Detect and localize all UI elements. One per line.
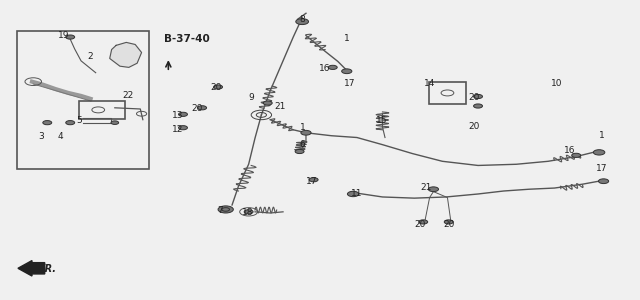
Text: 20: 20 xyxy=(414,220,426,230)
Text: FR.: FR. xyxy=(38,264,56,274)
Text: 8: 8 xyxy=(300,15,305,24)
Text: 15: 15 xyxy=(376,116,388,125)
Bar xyxy=(429,82,466,103)
Circle shape xyxy=(66,121,75,125)
Text: 19: 19 xyxy=(58,31,69,40)
Text: 20: 20 xyxy=(191,104,203,113)
Circle shape xyxy=(419,220,428,224)
Text: 20: 20 xyxy=(468,122,480,131)
Circle shape xyxy=(198,106,207,110)
Text: 1: 1 xyxy=(300,123,305,132)
Text: 17: 17 xyxy=(306,177,317,186)
Circle shape xyxy=(218,206,234,213)
Polygon shape xyxy=(109,42,141,68)
Text: 6: 6 xyxy=(300,140,305,148)
Text: 21: 21 xyxy=(420,183,432,192)
Circle shape xyxy=(428,187,438,192)
Circle shape xyxy=(342,69,352,74)
Circle shape xyxy=(179,126,188,130)
Text: 5: 5 xyxy=(77,116,83,125)
Text: 21: 21 xyxy=(274,102,285,111)
Text: 2: 2 xyxy=(88,52,93,61)
Text: 20: 20 xyxy=(468,94,480,103)
Text: 9: 9 xyxy=(248,94,254,103)
Text: 7: 7 xyxy=(217,206,223,215)
Text: 13: 13 xyxy=(172,111,184,120)
Text: 1: 1 xyxy=(599,131,605,140)
Circle shape xyxy=(572,153,580,158)
Circle shape xyxy=(295,149,304,154)
Text: 17: 17 xyxy=(344,79,356,88)
Circle shape xyxy=(179,112,188,116)
Text: 20: 20 xyxy=(443,220,454,230)
Bar xyxy=(79,101,125,119)
Text: 3: 3 xyxy=(38,132,44,141)
Circle shape xyxy=(474,104,483,108)
Text: 22: 22 xyxy=(122,91,134,100)
Text: 11: 11 xyxy=(351,189,362,198)
Circle shape xyxy=(222,208,230,211)
Circle shape xyxy=(593,150,605,155)
Circle shape xyxy=(328,65,337,70)
Circle shape xyxy=(296,19,308,25)
Circle shape xyxy=(111,121,118,124)
Text: 10: 10 xyxy=(551,79,563,88)
FancyArrow shape xyxy=(18,261,45,276)
Circle shape xyxy=(301,130,311,135)
Circle shape xyxy=(43,121,52,125)
Circle shape xyxy=(263,101,272,105)
Circle shape xyxy=(214,85,223,89)
Text: 20: 20 xyxy=(211,83,222,92)
Text: 18: 18 xyxy=(243,208,253,217)
Text: B-37-40: B-37-40 xyxy=(164,34,210,44)
Text: 4: 4 xyxy=(58,132,63,141)
Text: 16: 16 xyxy=(564,146,575,155)
Circle shape xyxy=(244,210,253,214)
Text: 14: 14 xyxy=(424,79,435,88)
Circle shape xyxy=(348,191,359,197)
Text: 1: 1 xyxy=(344,34,350,43)
Text: 12: 12 xyxy=(172,125,184,134)
Circle shape xyxy=(598,179,609,184)
Text: 17: 17 xyxy=(596,164,607,173)
Text: 16: 16 xyxy=(319,64,330,73)
Circle shape xyxy=(309,178,318,182)
Circle shape xyxy=(444,220,453,224)
Circle shape xyxy=(66,35,75,39)
Circle shape xyxy=(474,94,483,99)
